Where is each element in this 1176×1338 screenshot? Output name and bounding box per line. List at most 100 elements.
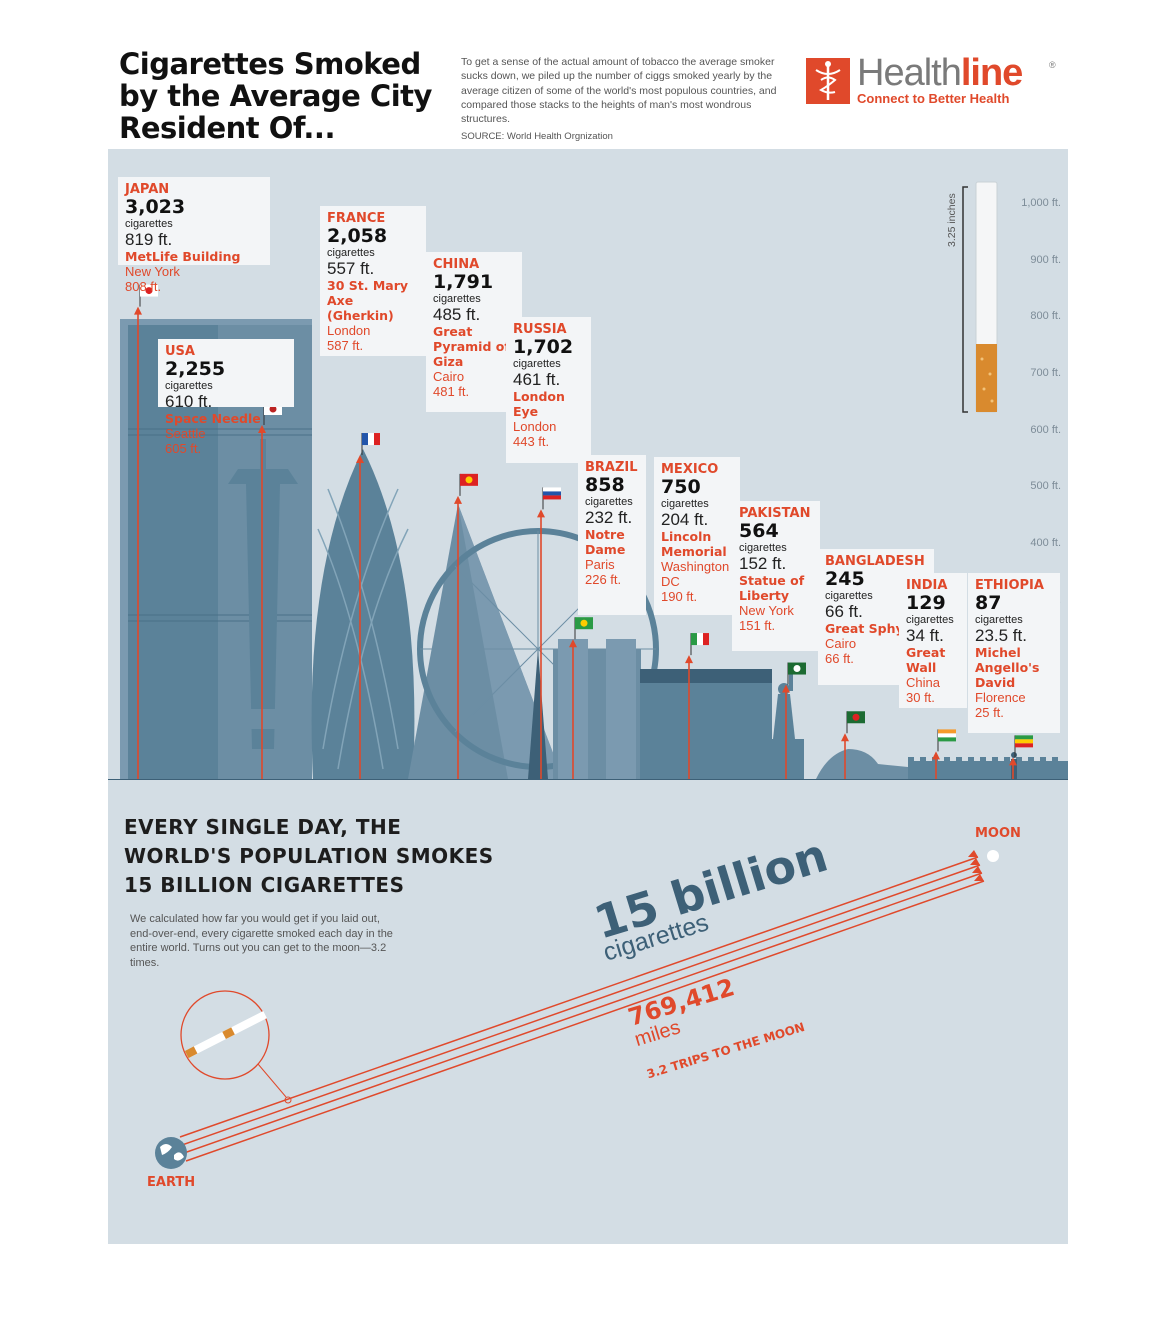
callout-count: 2,255 (165, 358, 226, 380)
callout-country: MEXICO (661, 462, 719, 477)
callout-city: Seattle (165, 426, 206, 441)
callout-brazil: BRAZIL 858 cigarettes 232 ft. Notre Dame Pari… (578, 455, 646, 615)
callout-count: 129 (906, 592, 946, 614)
title-line-2: by the Average City (119, 79, 432, 113)
callout-landmark: Great Pyramid of Giza (433, 324, 510, 369)
callout-lheight: 481 ft. (433, 384, 470, 399)
callout-lheight: 605 ft. (165, 441, 202, 456)
callout-city: Florence (975, 690, 1026, 705)
registered-mark: ® (1049, 60, 1056, 70)
bangladesh-flag-icon (846, 711, 865, 734)
daily-title-line-3: 15 BILLION CIGARETTES (124, 873, 405, 897)
callout-height: 34 ft. (906, 626, 944, 645)
callout-height: 204 ft. (661, 510, 709, 529)
daily-text: We calculated how far you would get if y… (130, 913, 393, 969)
callout-count: 3,023 (125, 196, 186, 218)
logo-tagline: Connect to Better Health (857, 91, 1010, 106)
callout-russia: RUSSIA 1,702 cigarettes 461 ft. London Eye Lo… (506, 317, 591, 463)
daily-title-line-2: WORLD'S POPULATION SMOKES (124, 844, 494, 868)
callout-unit: cigarettes (661, 498, 709, 510)
callout-landmark: Statue of Liberty (739, 573, 805, 603)
scale-label: 600 ft. (1030, 423, 1061, 436)
callout-unit: cigarettes (739, 542, 787, 554)
stack-arrow-bangladesh (841, 733, 849, 742)
logo-name-plain: Health (857, 52, 962, 94)
callout-lheight: 808 ft. (125, 279, 162, 294)
callout-count: 87 (975, 592, 1002, 614)
callout-landmark: Notre Dame (585, 527, 626, 557)
daily-title: EVERY SINGLE DAY, THE WORLD'S POPULATION… (124, 813, 494, 900)
callout-count: 1,702 (513, 336, 574, 358)
earth-icon (155, 1137, 187, 1169)
callout-landmark: 30 St. Mary Axe (Gherkin) (327, 278, 409, 323)
scale-label: 900 ft. (1030, 253, 1061, 266)
japan-flag-icon (139, 284, 158, 307)
callout-city: London (327, 323, 371, 338)
title-line-3: Resident Of... (119, 111, 335, 145)
ethiopia-flag-icon (1014, 735, 1033, 758)
callout-country: USA (165, 344, 195, 359)
callout-unit: cigarettes (513, 358, 561, 370)
intro-text: To get a sense of the actual amount of t… (461, 56, 777, 126)
brazil-flag-icon (574, 617, 593, 640)
stack-markers (134, 284, 1033, 779)
callout-city: Paris (585, 557, 615, 572)
callout-city: China (906, 675, 940, 690)
callout-usa: USA 2,255 cigarettes 610 ft. Space Needle Sea… (158, 339, 294, 456)
callout-count: 1,791 (433, 271, 494, 293)
mexico-flag-icon (690, 633, 709, 656)
scale-label: 500 ft. (1030, 480, 1061, 493)
callout-city: Washington DC (661, 559, 730, 589)
scale-label: 400 ft. (1030, 537, 1061, 549)
daily-title-line-1: EVERY SINGLE DAY, THE (124, 815, 402, 839)
callout-unit: cigarettes (165, 380, 213, 392)
callout-lheight: 190 ft. (661, 589, 698, 604)
stack-arrow-ethiopia (1009, 757, 1017, 766)
callout-unit: cigarettes (327, 247, 375, 259)
callout-height: 152 ft. (739, 554, 787, 573)
lincoln-memorial (640, 669, 772, 779)
stack-arrow-russia (537, 509, 545, 518)
stack-arrow-china (454, 495, 462, 504)
caduceus-icon (806, 58, 850, 104)
callout-landmark: Great Wall (906, 645, 946, 675)
callout-height: 232 ft. (585, 508, 633, 527)
space-needle (220, 439, 306, 779)
great-sphinx (816, 749, 908, 779)
stack-arrow-japan (134, 306, 142, 315)
logo-name-bold: line (960, 52, 1023, 94)
callout-height: 819 ft. (125, 230, 173, 249)
callout-unit: cigarettes (975, 614, 1023, 626)
infographic-panel: 1,000 ft. 900 ft. 800 ft. 700 ft. 600 ft. 500… (108, 149, 1068, 1244)
callout-height: 485 ft. (433, 305, 481, 324)
title-line-1: Cigarettes Smoked (119, 47, 421, 81)
cigarette-scale-icon (962, 181, 998, 413)
callout-count: 750 (661, 476, 701, 498)
moon-icon (987, 850, 999, 862)
source-text: SOURCE: World Health Orgnization (461, 131, 613, 142)
callout-france: FRANCE 2,058 cigarettes 557 ft. 30 St. Mary … (320, 206, 426, 356)
callout-height: 557 ft. (327, 259, 375, 278)
page-title: Cigarettes Smoked by the Average City Re… (119, 48, 449, 144)
callout-count: 245 (825, 568, 865, 590)
great-wall (908, 757, 1068, 779)
earth-label: EARTH (147, 1175, 196, 1190)
callout-lheight: 226 ft. (585, 572, 622, 587)
callout-lheight: 151 ft. (739, 618, 776, 633)
callout-city: Cairo (825, 636, 857, 651)
notre-dame (553, 639, 641, 779)
callout-height: 66 ft. (825, 602, 863, 621)
callout-country: FRANCE (327, 211, 386, 226)
callout-height: 23.5 ft. (975, 626, 1027, 645)
callout-lheight: 25 ft. (975, 705, 1004, 720)
callout-ethiopia: ETHIOPIA 87 cigarettes 23.5 ft. Michel Angel… (968, 573, 1060, 733)
callout-unit: cigarettes (825, 590, 873, 602)
callout-country: JAPAN (125, 182, 170, 197)
stack-arrow-usa (258, 425, 266, 433)
callout-landmark: Lincoln Memorial (661, 529, 727, 559)
healthline-logo[interactable]: Healthline ® Connect to Better Health (806, 52, 1066, 108)
stack-arrow-india (932, 751, 940, 760)
scale-label: 800 ft. (1030, 310, 1061, 323)
pakistan-flag-icon (787, 662, 806, 685)
stack-arrow-pakistan (782, 684, 790, 693)
